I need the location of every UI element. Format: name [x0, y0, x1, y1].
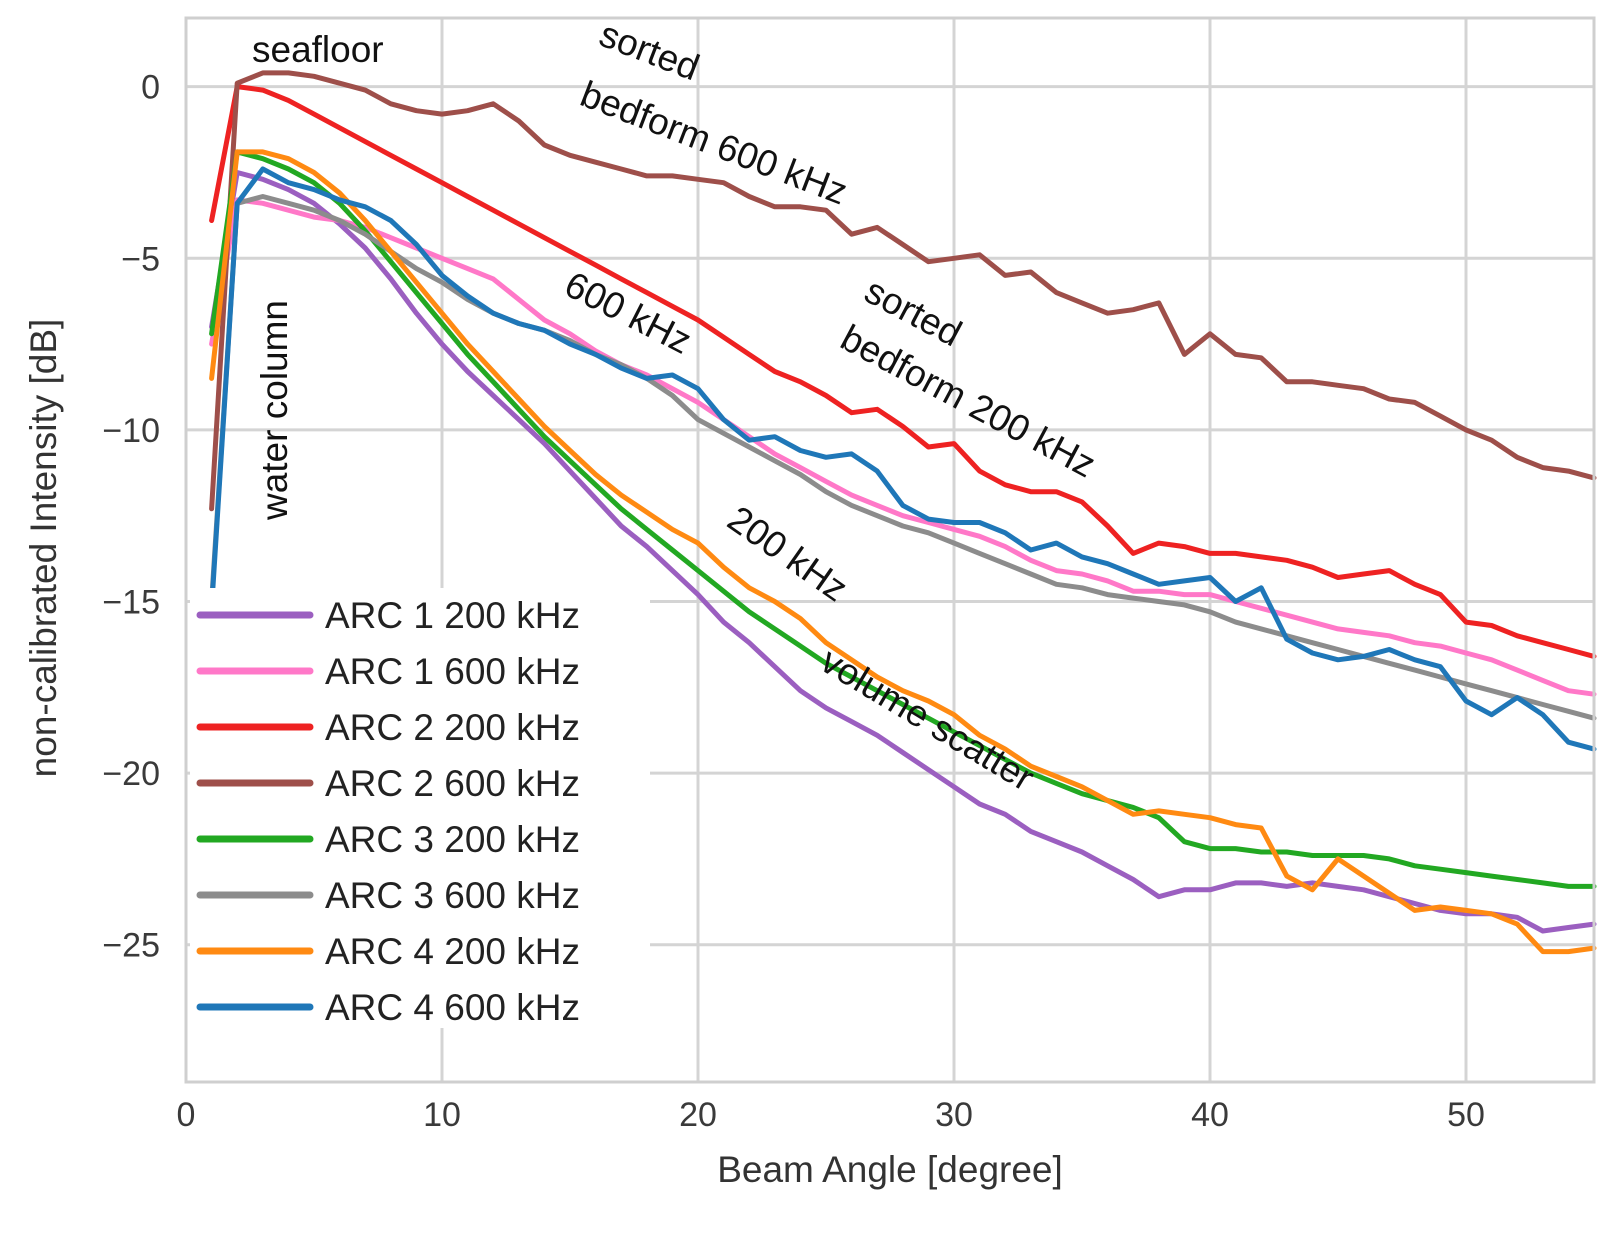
y-tick-label: −10 — [102, 412, 160, 450]
legend-label: ARC 4 200 kHz — [325, 931, 580, 972]
y-tick-label: −25 — [102, 927, 160, 965]
legend-label: ARC 1 600 kHz — [325, 651, 580, 692]
legend-background — [190, 588, 650, 1028]
series-line-arc-1-200-khz — [209, 170, 1597, 934]
y-tick-label: −5 — [121, 240, 160, 278]
legend-label: ARC 3 600 kHz — [325, 875, 580, 916]
legend-label: ARC 3 200 kHz — [325, 819, 580, 860]
series-line-arc-2-200-khz — [209, 84, 1597, 659]
legend: ARC 1 200 kHz ARC 1 600 kHz ARC 2 200 kHz A… — [190, 588, 650, 1028]
y-tick-label: −20 — [102, 755, 160, 793]
y-tick-label: 0 — [141, 69, 160, 107]
x-tick-label: 40 — [1191, 1096, 1229, 1134]
annotation-water-column: water column — [254, 300, 295, 521]
legend-label: ARC 2 600 kHz — [325, 763, 580, 804]
series-line-arc-4-200-khz — [209, 149, 1597, 955]
x-tick-label: 20 — [679, 1096, 717, 1134]
y-tick-label: −15 — [102, 583, 160, 621]
annotation-bedform-600khz: bedform 600 kHz — [575, 73, 853, 212]
tick-labels: 0 10 20 30 40 50 0 −5 −10 −15 −20 −25 — [102, 69, 1485, 1134]
x-tick-label: 10 — [423, 1096, 461, 1134]
annotation-sorted-600: sorted — [594, 13, 705, 88]
legend-label: ARC 2 200 kHz — [325, 707, 580, 748]
plot-series — [209, 70, 1597, 955]
series-line-arc-3-200-khz — [209, 149, 1597, 889]
series-line-arc-1-600-khz — [209, 197, 1597, 697]
series-line-arc-2-600-khz — [209, 70, 1597, 512]
x-axis-label: Beam Angle [degree] — [717, 1149, 1063, 1190]
x-tick-label: 0 — [177, 1096, 196, 1134]
annotation-200khz: 200 kHz — [720, 498, 855, 609]
legend-label: ARC 4 600 kHz — [325, 987, 580, 1028]
x-tick-label: 30 — [935, 1096, 973, 1134]
legend-label: ARC 1 200 kHz — [325, 595, 580, 636]
annotation-seafloor: seafloor — [252, 29, 384, 70]
series-line-arc-4-600-khz — [209, 166, 1597, 752]
x-tick-label: 50 — [1447, 1096, 1485, 1134]
plot-frame — [184, 16, 1596, 1084]
y-axis-label: non-calibrated Intensity [dB] — [23, 319, 64, 778]
